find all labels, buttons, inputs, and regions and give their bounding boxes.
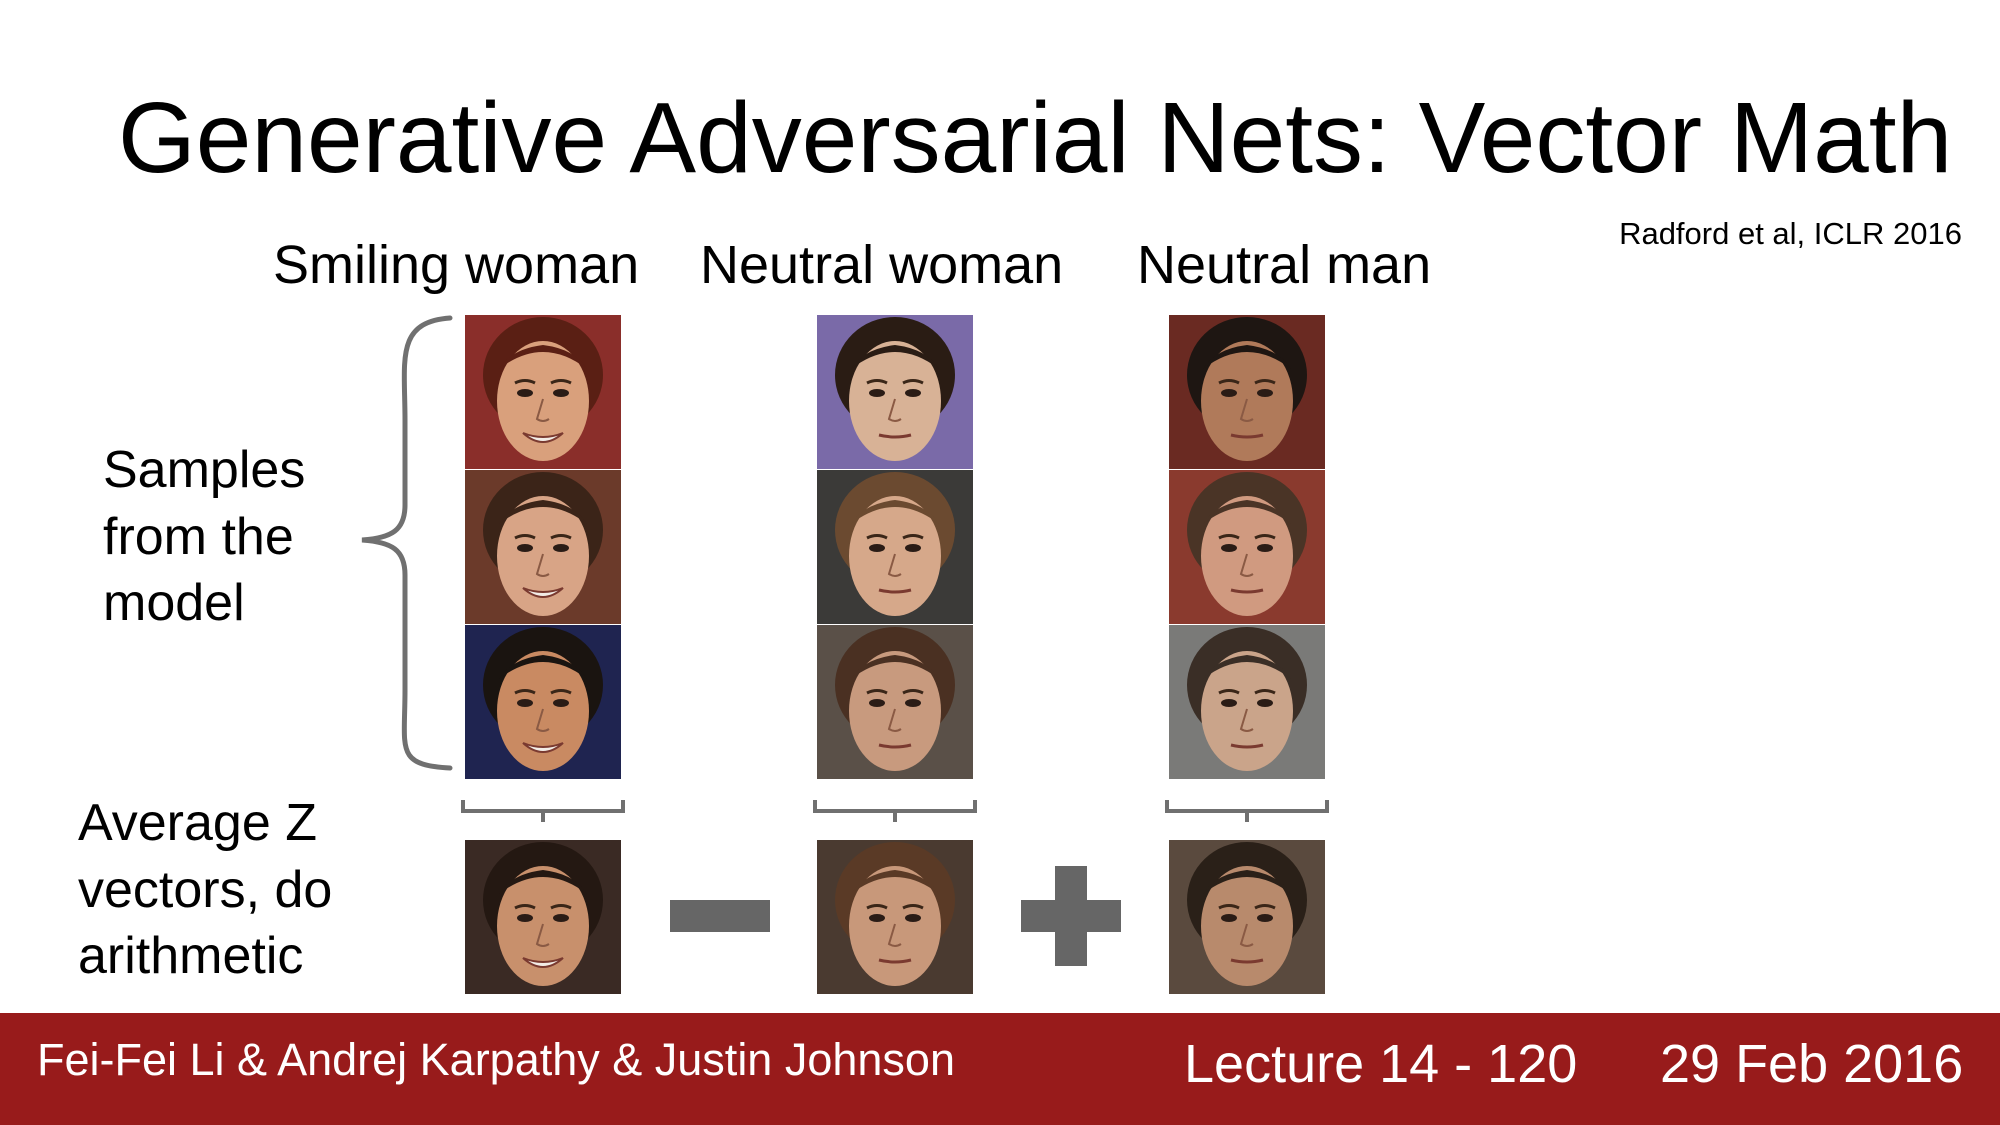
average-bracket-2	[813, 800, 977, 822]
footer-date: 29 Feb 2016	[1660, 1034, 1964, 1094]
column-label-neutral-man: Neutral man	[1137, 235, 1432, 295]
minus-sign	[670, 900, 770, 932]
plus-sign	[1021, 866, 1121, 966]
face-neutral-man-2	[1169, 470, 1325, 624]
face-smiling-woman-3	[465, 625, 621, 779]
face-average-neutral-woman	[817, 840, 973, 994]
face-neutral-woman-1	[817, 315, 973, 469]
face-smiling-woman-1	[465, 315, 621, 469]
face-neutral-man-3	[1169, 625, 1325, 779]
column-label-smiling-woman: Smiling woman	[273, 235, 640, 295]
annotation-graphics	[361, 315, 1329, 966]
footer-bar: Fei-Fei Li & Andrej Karpathy & Justin Jo…	[0, 1013, 2000, 1125]
face-smiling-woman-2	[465, 470, 621, 624]
average-bracket-1	[461, 800, 625, 822]
samples-label: Samples from the model	[103, 441, 306, 633]
face-neutral-man-1	[1169, 315, 1325, 469]
citation: Radford et al, ICLR 2016	[1619, 216, 1962, 251]
samples-curly-brace	[361, 315, 453, 771]
average-label: Average Z vectors, do arithmetic	[78, 794, 333, 986]
footer-authors: Fei-Fei Li & Andrej Karpathy & Justin Jo…	[37, 1034, 955, 1085]
face-neutral-woman-2	[817, 470, 973, 624]
footer-lecture-number: Lecture 14 - 120	[1184, 1034, 1578, 1094]
face-neutral-woman-3	[817, 625, 973, 779]
average-bracket-3	[1165, 800, 1329, 822]
face-average-neutral-man	[1169, 840, 1325, 994]
column-label-neutral-woman: Neutral woman	[700, 235, 1064, 295]
face-average-smiling-woman	[465, 840, 621, 994]
slide-title: Generative Adversarial Nets: Vector Math	[118, 82, 1953, 194]
